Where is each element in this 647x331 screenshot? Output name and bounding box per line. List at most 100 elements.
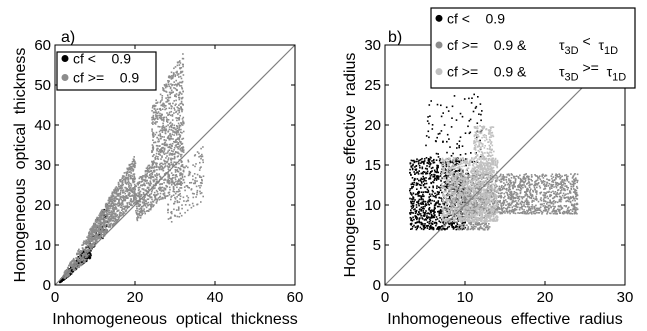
data-point [412, 198, 414, 201]
data-point [157, 158, 160, 160]
data-point [165, 129, 168, 131]
data-point [175, 89, 178, 91]
data-point [422, 160, 424, 163]
data-point [503, 179, 505, 181]
data-point [167, 150, 169, 153]
data-point [136, 182, 139, 185]
data-point [111, 213, 113, 215]
data-point [129, 188, 131, 191]
data-point [508, 178, 510, 180]
data-point [153, 199, 156, 201]
data-point [124, 179, 127, 181]
data-point [443, 181, 446, 183]
data-point [424, 223, 426, 225]
data-point [563, 178, 566, 181]
data-point [520, 212, 522, 214]
data-point [177, 206, 180, 208]
data-point [64, 275, 67, 277]
data-point [174, 178, 177, 181]
data-point [120, 184, 123, 186]
data-point [200, 157, 202, 160]
data-point [176, 169, 179, 171]
data-point [566, 212, 569, 215]
data-point [117, 218, 120, 221]
data-point [177, 107, 180, 109]
data-point [423, 163, 425, 165]
data-point [181, 148, 183, 150]
data-point [100, 223, 103, 225]
data-point [428, 186, 431, 189]
data-point [61, 280, 63, 283]
data-point [108, 196, 111, 199]
data-point [129, 175, 132, 178]
data-point [105, 206, 107, 208]
data-point [496, 202, 499, 204]
data-point [196, 189, 199, 192]
data-point [523, 205, 525, 207]
data-point [199, 176, 201, 178]
data-point [165, 83, 168, 86]
data-point [158, 153, 160, 155]
data-point [426, 172, 429, 175]
data-point [449, 146, 451, 148]
data-point [85, 240, 87, 242]
data-point [140, 214, 142, 217]
data-point [511, 201, 514, 203]
data-point [93, 229, 96, 231]
data-point [102, 227, 104, 230]
data-point [564, 182, 566, 185]
data-point [427, 116, 429, 118]
data-point [173, 191, 176, 193]
data-point [161, 108, 164, 110]
data-point [155, 155, 157, 158]
data-point [422, 171, 425, 173]
data-point [503, 201, 506, 204]
data-point [546, 181, 548, 184]
data-point [442, 227, 444, 229]
data-point [155, 189, 158, 192]
data-point [116, 220, 118, 223]
data-point [425, 157, 428, 159]
data-point [422, 200, 425, 202]
data-point [454, 164, 456, 166]
data-point [111, 198, 113, 201]
data-point [179, 134, 182, 137]
data-point [178, 201, 181, 203]
data-point [164, 85, 166, 87]
data-point [115, 189, 118, 191]
data-point [432, 228, 435, 230]
data-point [115, 208, 118, 210]
data-point [135, 210, 137, 212]
data-point [195, 185, 198, 188]
data-point [112, 205, 114, 207]
data-point [525, 199, 528, 201]
data-point [171, 153, 174, 155]
data-point [439, 210, 442, 212]
data-point [418, 218, 421, 220]
data-point [109, 217, 112, 220]
data-point [166, 185, 168, 188]
data-point [70, 263, 72, 266]
data-point [553, 199, 555, 202]
data-point [174, 198, 177, 200]
data-point [171, 123, 174, 125]
data-point [557, 176, 559, 178]
data-point [500, 208, 503, 210]
data-point [433, 214, 436, 216]
data-point [422, 206, 425, 208]
data-point [563, 212, 566, 214]
data-point [106, 208, 108, 211]
data-point [106, 230, 108, 232]
data-point [180, 141, 182, 143]
data-point [132, 181, 134, 184]
data-point [152, 204, 154, 207]
data-point [125, 183, 128, 185]
data-point [557, 182, 560, 185]
data-point [186, 209, 189, 212]
data-point [182, 116, 185, 119]
data-point [154, 121, 157, 123]
data-point [411, 202, 413, 205]
data-point [176, 83, 179, 86]
data-point [521, 180, 524, 182]
data-point [418, 192, 420, 194]
